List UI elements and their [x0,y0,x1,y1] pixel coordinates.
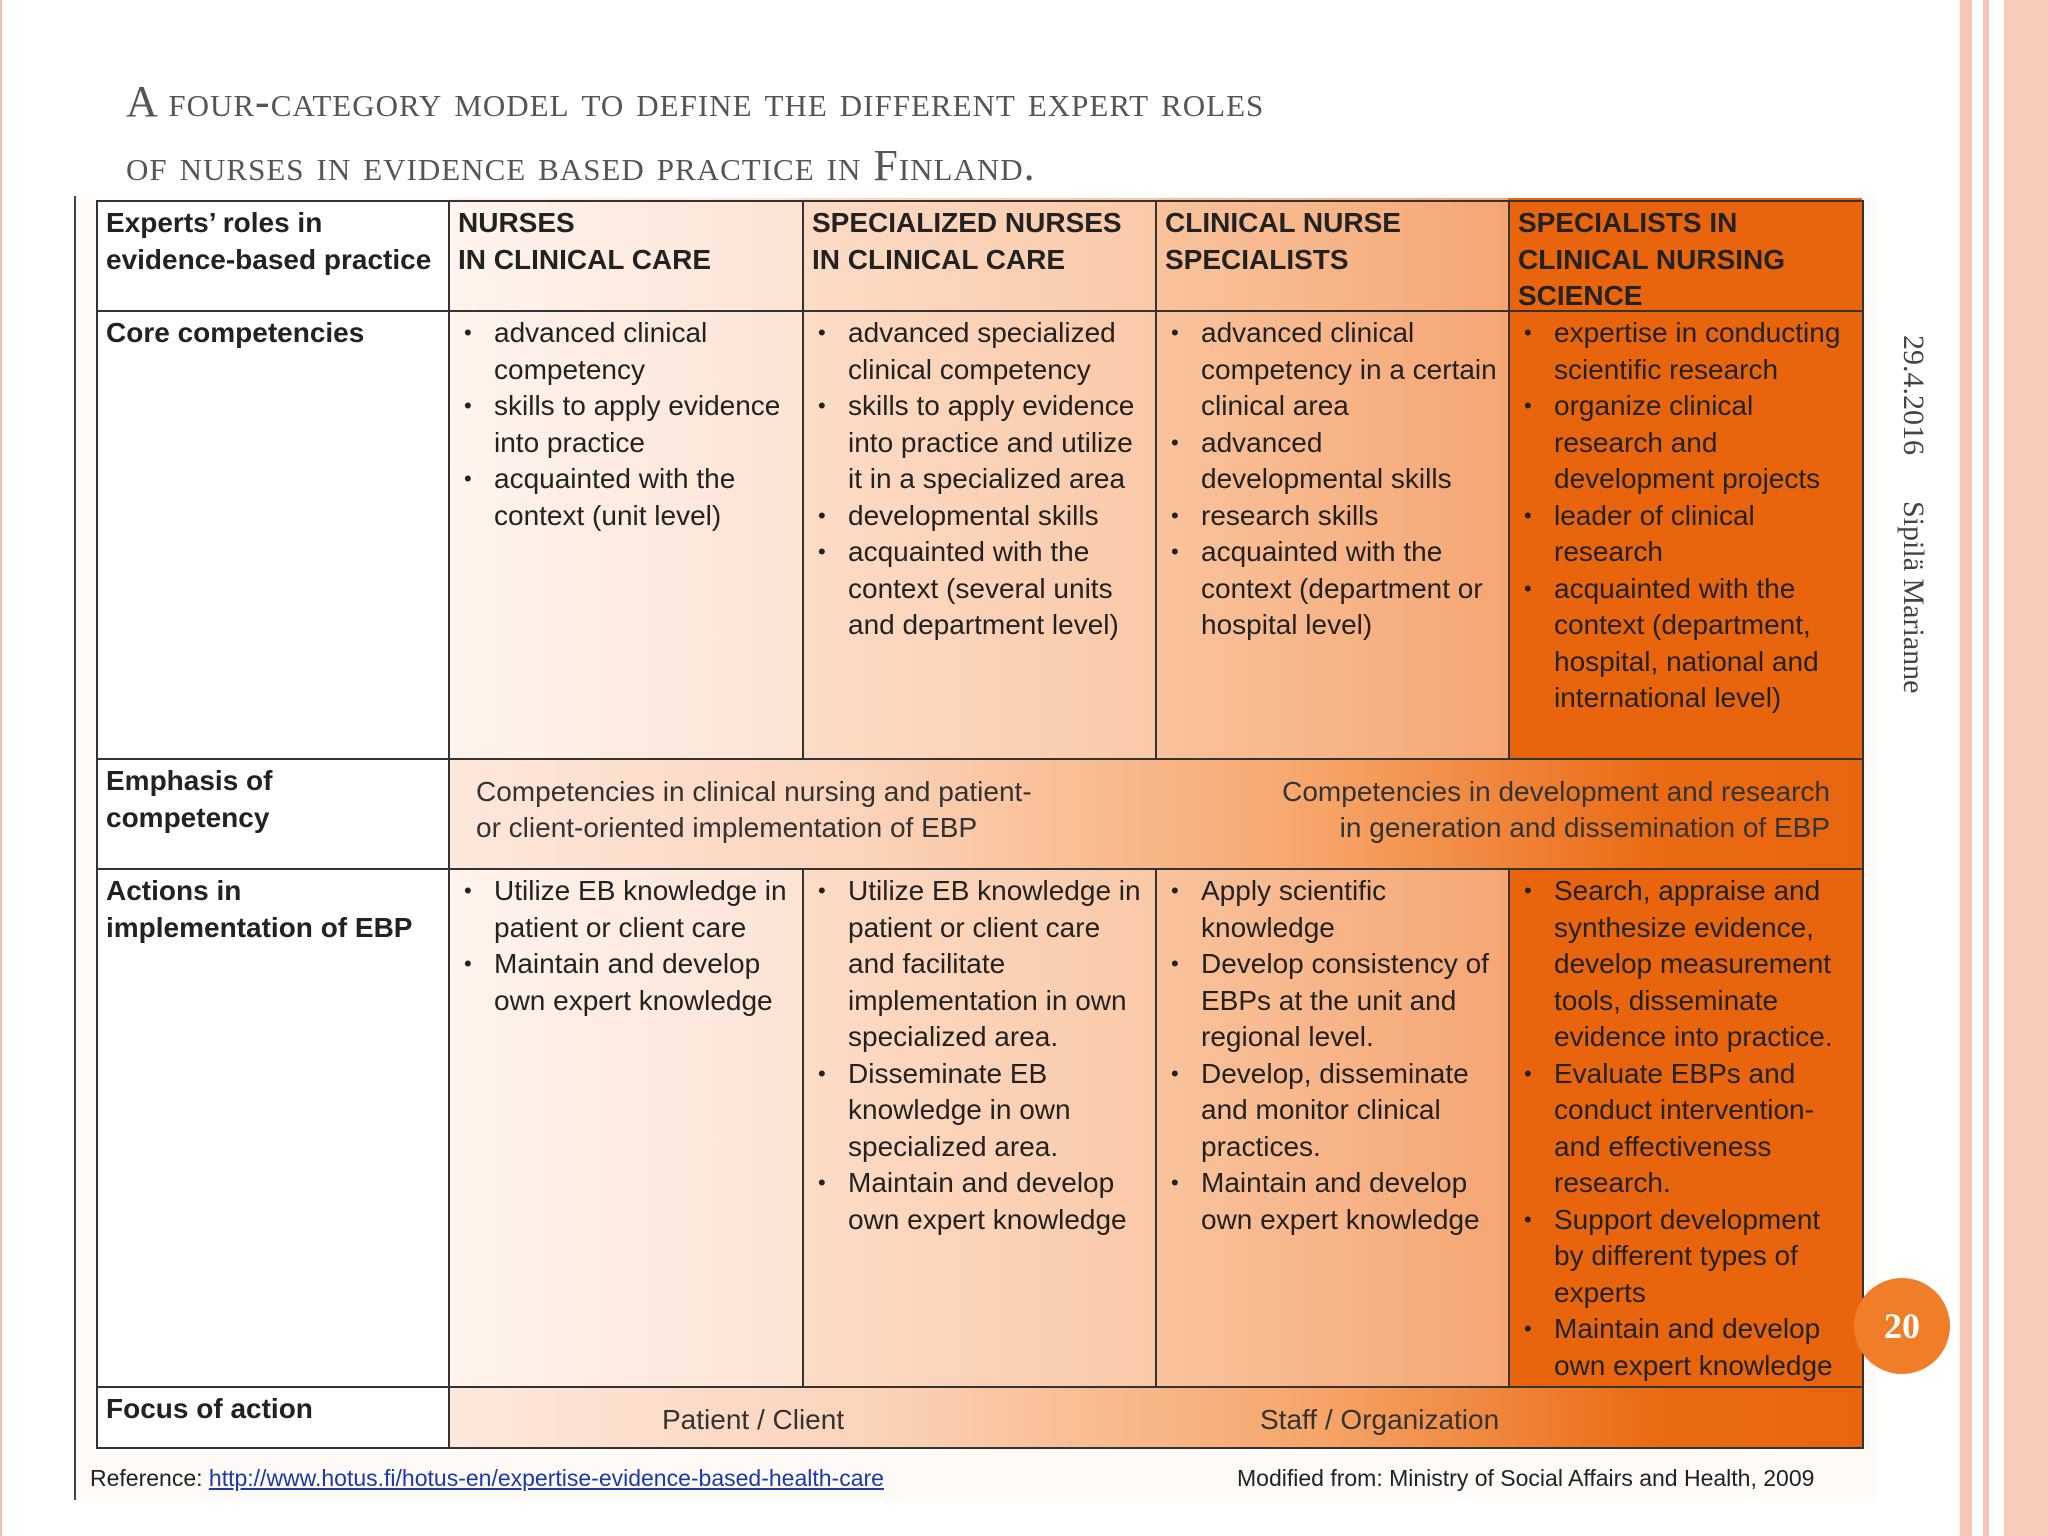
page-number-badge: 20 [1854,1278,1950,1374]
col-header-line: NURSES [458,207,575,238]
title-line-1: A four-category model to define the diff… [126,77,1265,126]
emphasis-cell: Competencies in clinical nursing and pat… [450,760,1864,870]
col-header-line: SCIENCE [1518,280,1643,311]
col-header-line: IN CLINICAL CARE [812,243,1066,275]
row-label-focus: Focus of action [98,1388,450,1449]
frame-stripe [1960,0,1972,1536]
col-bg-label [96,198,468,1448]
list-item: Apply scientific knowledge [1171,873,1500,946]
emphasis-band [448,758,1862,868]
col-header-clinical-nurse-specialists: CLINICAL NURSE SPECIALISTS [1157,202,1510,312]
list-item: advanced clinical competency in a certai… [1171,315,1500,425]
list-item: Search, appraise and synthesize evidence… [1524,873,1854,1056]
focus-band [448,1386,1862,1448]
emphasis-left: Competencies in clinical nursing and pat… [476,774,1032,846]
core-nurses: advanced clinical competency skills to a… [450,312,804,760]
col-header-specialists-science: SPECIALISTS IN CLINICAL NURSING SCIENCE [1510,202,1864,312]
actions-specialists: Search, appraise and synthesize evidence… [1510,870,1864,1388]
list-item: advanced developmental skills [1171,425,1500,498]
row-label-emphasis: Emphasis of competency [98,760,450,870]
col-header-line: CLINICAL NURSE [1165,207,1401,238]
list-item: organize clinical research and developme… [1524,388,1854,498]
list-item: Maintain and develop own expert knowledg… [464,946,794,1019]
focus-right: Staff / Organization [1260,1404,1500,1435]
reference: Reference: http://www.hotus.fi/hotus-en/… [90,1465,884,1492]
left-border [0,0,2,1536]
list-item: Support development by different types o… [1524,1202,1854,1312]
list-item: leader of clinical research [1524,498,1854,571]
col-header-line: SPECIALISTS IN [1518,207,1738,238]
list-item: Disseminate EB knowledge in own speciali… [818,1056,1147,1166]
modified-from-note: Modified from: Ministry of Social Affair… [1237,1465,1815,1491]
actions-nurses: Utilize EB knowledge in patient or clien… [450,870,804,1388]
actions-cns: Apply scientific knowledge Develop consi… [1157,870,1510,1388]
focus-left: Patient / Client [662,1404,845,1435]
core-specialized: advanced specialized clinical competency… [804,312,1157,760]
list-item: acquainted with the context (several uni… [818,534,1147,644]
list-item: developmental skills [818,498,1147,535]
emphasis-left-line: or client-oriented implementation of EBP [476,812,978,843]
list-item: acquainted with the context (unit level) [464,461,794,534]
table-figure: Experts’ roles in evidence-based practic… [74,196,1876,1500]
list-item: Maintain and develop own expert knowledg… [1524,1311,1854,1384]
list-item: skills to apply evidence into practice a… [818,388,1147,498]
list-item: Maintain and develop own expert knowledg… [1171,1165,1500,1238]
list-item: advanced clinical competency [464,315,794,388]
row-label-core: Core competencies [98,312,450,760]
list-item: Develop, disseminate and monitor clinica… [1171,1056,1500,1166]
row-header-label: Experts’ roles in evidence-based practic… [98,202,450,312]
row-label-actions: Actions in implementation of EBP [98,870,450,1388]
frame-stripe [2004,0,2048,1536]
focus-cell: Patient / Client Staff / Organization [450,1388,1864,1449]
col-header-specialized-nurses: SPECIALIZED NURSES IN CLINICAL CARE [804,202,1157,312]
actions-specialized: Utilize EB knowledge in patient or clien… [804,870,1157,1388]
list-item: Evaluate EBPs and conduct intervention- … [1524,1056,1854,1202]
emphasis-left-line: Competencies in clinical nursing and pat… [476,776,1032,807]
list-item: acquainted with the context (department … [1171,534,1500,644]
list-item: acquainted with the context (department,… [1524,571,1854,717]
list-item: Utilize EB knowledge in patient or clien… [464,873,794,946]
slide-footer-vertical: 29.4.2016 Sipilä Marianne [1896,335,1930,693]
col-header-line: SPECIALIZED NURSES [812,207,1122,238]
emphasis-right-line: in generation and dissemination of EBP [1339,812,1830,843]
frame-stripe [1983,0,1989,1536]
list-item: expertise in conducting scientific resea… [1524,315,1854,388]
title-line-2: of nurses in evidence based practice in … [126,141,1036,190]
core-specialists: expertise in conducting scientific resea… [1510,312,1864,760]
reference-label: Reference: [90,1465,203,1491]
slide-author: Sipilä Marianne [1897,501,1930,694]
reference-link[interactable]: http://www.hotus.fi/hotus-en/expertise-e… [208,1465,884,1491]
col-header-nurses: NURSES IN CLINICAL CARE [450,202,804,312]
list-item: Maintain and develop own expert knowledg… [818,1165,1147,1238]
list-item: Develop consistency of EBPs at the unit … [1171,946,1500,1056]
list-item: research skills [1171,498,1500,535]
emphasis-right-line: Competencies in development and research [1282,776,1830,807]
col-header-line: IN CLINICAL CARE [458,243,712,275]
list-item: skills to apply evidence into practice [464,388,794,461]
core-cns: advanced clinical competency in a certai… [1157,312,1510,760]
col-header-line: CLINICAL NURSING [1518,243,1786,275]
slide-title: A four-category model to define the diff… [126,70,1746,198]
col-header-line: SPECIALISTS [1165,243,1349,275]
list-item: advanced specialized clinical competency [818,315,1147,388]
roles-table: Experts’ roles in evidence-based practic… [96,200,1864,1449]
slide-date: 29.4.2016 [1897,335,1930,455]
list-item: Utilize EB knowledge in patient or clien… [818,873,1147,1056]
emphasis-right: Competencies in development and research… [1282,774,1830,846]
